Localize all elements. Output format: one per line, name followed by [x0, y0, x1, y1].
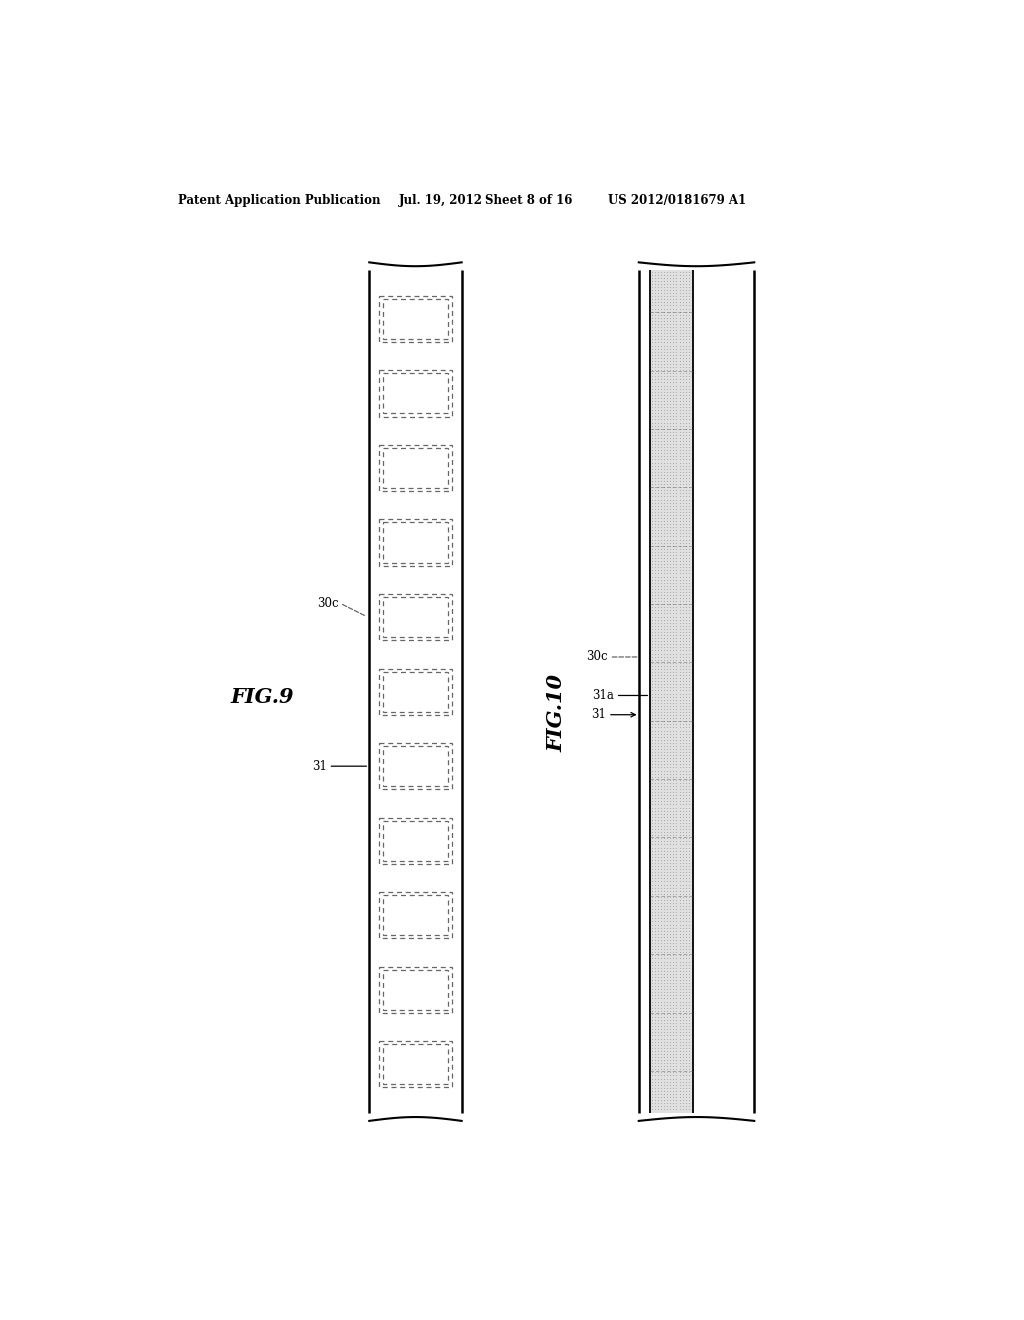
Bar — [379, 296, 453, 342]
Text: 30c: 30c — [587, 651, 608, 664]
Bar — [379, 966, 453, 1012]
Bar — [379, 445, 453, 491]
Bar — [383, 672, 447, 711]
Text: FIG.10: FIG.10 — [547, 673, 566, 752]
Bar — [379, 1041, 453, 1088]
Bar — [383, 970, 447, 1010]
Text: FIG.9: FIG.9 — [230, 688, 294, 708]
Text: Sheet 8 of 16: Sheet 8 of 16 — [484, 194, 572, 207]
Bar — [383, 298, 447, 339]
Bar — [379, 519, 453, 566]
Text: 31: 31 — [312, 760, 327, 772]
Bar — [379, 817, 453, 863]
Text: Patent Application Publication: Patent Application Publication — [178, 194, 381, 207]
Bar — [379, 743, 453, 789]
Text: 30c: 30c — [316, 597, 339, 610]
Bar — [383, 447, 447, 488]
Bar — [383, 746, 447, 787]
Text: 31: 31 — [592, 709, 606, 721]
Bar — [383, 523, 447, 562]
Bar — [383, 597, 447, 638]
Bar — [383, 374, 447, 413]
Bar — [383, 821, 447, 861]
Bar — [383, 895, 447, 936]
Bar — [379, 892, 453, 939]
Text: US 2012/0181679 A1: US 2012/0181679 A1 — [608, 194, 746, 207]
Text: 31a: 31a — [592, 689, 614, 702]
Bar — [379, 668, 453, 714]
Bar — [650, 271, 692, 1113]
Bar — [383, 1044, 447, 1085]
Bar — [379, 371, 453, 417]
Text: Jul. 19, 2012: Jul. 19, 2012 — [398, 194, 482, 207]
Bar — [379, 594, 453, 640]
